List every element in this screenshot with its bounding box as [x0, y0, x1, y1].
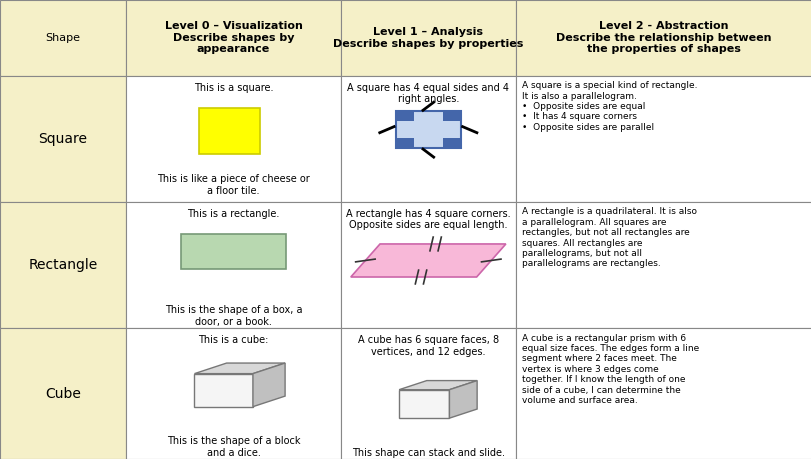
Bar [396, 112, 461, 148]
Text: A square has 4 equal sides and 4
right angles.: A square has 4 equal sides and 4 right a… [347, 83, 508, 104]
Bar [180, 234, 286, 269]
Text: This shape can stack and slide.: This shape can stack and slide. [351, 448, 504, 458]
Polygon shape [194, 374, 253, 407]
Bar [126, 202, 341, 328]
Polygon shape [194, 363, 285, 374]
Bar [341, 202, 515, 328]
Bar [126, 76, 341, 202]
Text: This is a rectangle.: This is a rectangle. [187, 209, 279, 219]
Text: This is a square.: This is a square. [194, 83, 272, 93]
Bar [396, 138, 413, 148]
Bar [515, 328, 811, 459]
Bar [0, 76, 126, 202]
Text: Rectangle: Rectangle [28, 258, 97, 272]
Text: This is the shape of a block
and a dice.: This is the shape of a block and a dice. [166, 436, 300, 458]
Text: This is the shape of a box, a
door, or a book.: This is the shape of a box, a door, or a… [165, 305, 302, 327]
Bar [396, 111, 413, 121]
Bar [515, 76, 811, 202]
Bar [443, 111, 461, 121]
Text: A rectangle has 4 square corners.
Opposite sides are equal length.: A rectangle has 4 square corners. Opposi… [345, 209, 510, 230]
Polygon shape [449, 381, 477, 418]
Bar [0, 328, 126, 459]
Bar [126, 328, 341, 459]
Text: This is a cube:: This is a cube: [198, 335, 268, 345]
Bar [341, 76, 515, 202]
Polygon shape [253, 363, 285, 407]
Text: A cube has 6 square faces, 8
vertices, and 12 edges.: A cube has 6 square faces, 8 vertices, a… [358, 335, 498, 357]
Text: Square: Square [38, 132, 88, 146]
Text: A square is a special kind of rectangle.
It is also a parallelogram.
•  Opposite: A square is a special kind of rectangle.… [521, 81, 697, 132]
Bar [341, 328, 515, 459]
Text: Level 2 - Abstraction
Describe the relationship between
the properties of shapes: Level 2 - Abstraction Describe the relat… [556, 21, 770, 55]
Text: A cube is a rectangular prism with 6
equal size faces. The edges form a line
seg: A cube is a rectangular prism with 6 equ… [521, 334, 698, 405]
Text: Level 1 – Analysis
Describe shapes by properties: Level 1 – Analysis Describe shapes by pr… [333, 27, 523, 49]
Text: Cube: Cube [45, 386, 81, 401]
Text: This is like a piece of cheese or
a floor tile.: This is like a piece of cheese or a floo… [157, 174, 310, 196]
Bar [0, 0, 126, 76]
Polygon shape [350, 244, 505, 277]
Bar [199, 108, 260, 154]
Bar [341, 0, 515, 76]
Polygon shape [399, 390, 449, 418]
Text: Shape: Shape [45, 33, 80, 43]
Bar [126, 0, 341, 76]
Text: A rectangle is a quadrilateral. It is also
a parallelogram. All squares are
rect: A rectangle is a quadrilateral. It is al… [521, 207, 697, 269]
Bar [515, 0, 811, 76]
Polygon shape [399, 381, 477, 390]
Bar [443, 138, 461, 148]
Bar [0, 202, 126, 328]
Text: Level 0 – Visualization
Describe shapes by
appearance: Level 0 – Visualization Describe shapes … [165, 21, 302, 55]
Bar [515, 202, 811, 328]
